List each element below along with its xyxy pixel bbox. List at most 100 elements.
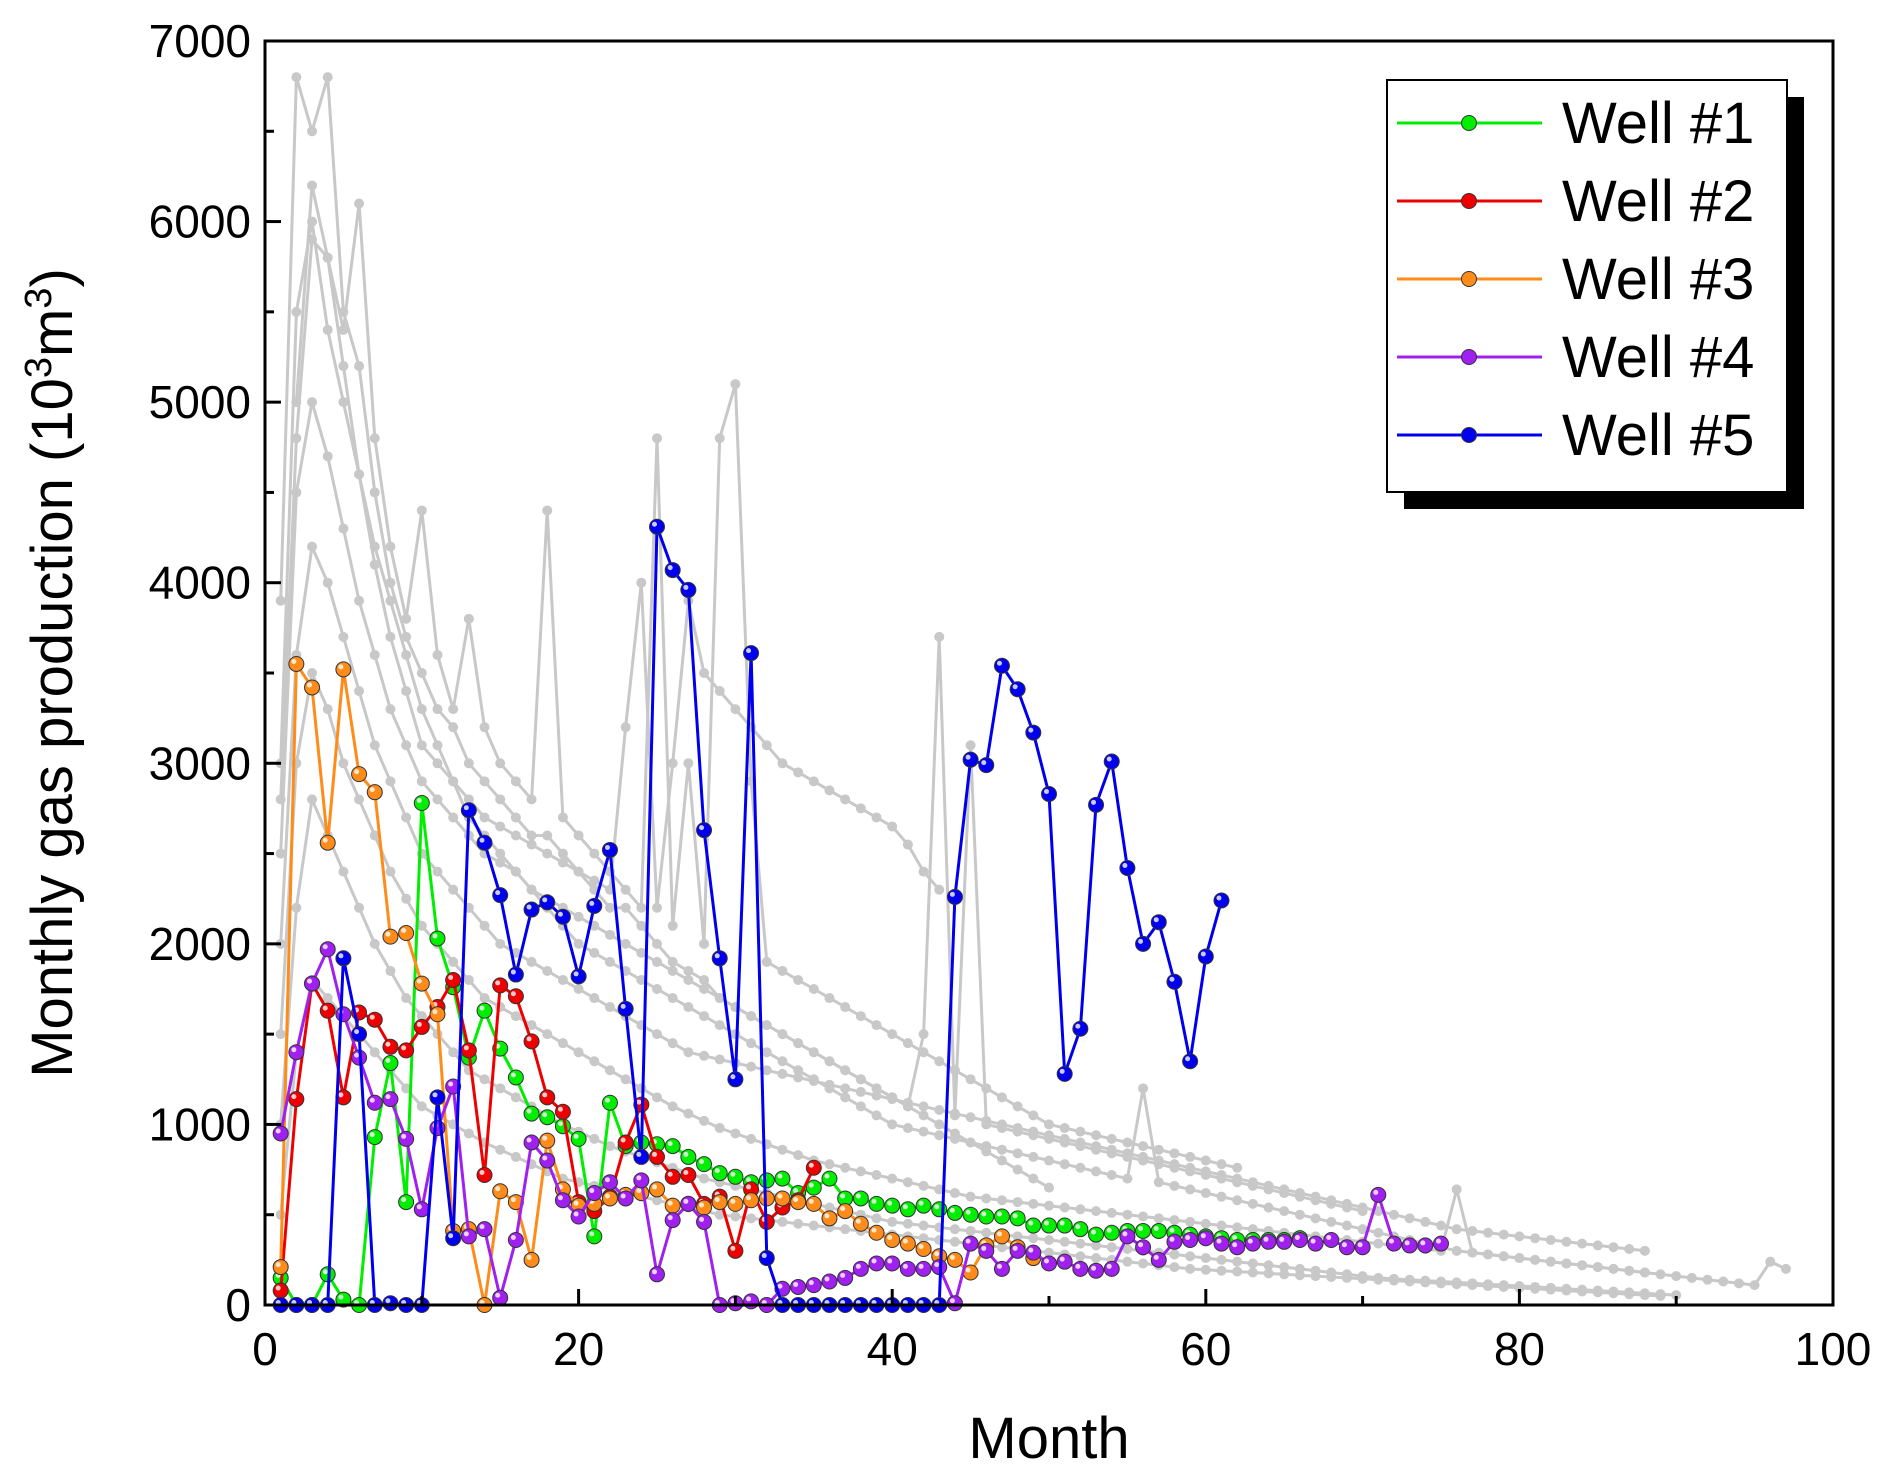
data-point-highlight: [479, 1005, 485, 1011]
background-well-point: [1326, 1272, 1337, 1283]
background-well-point: [1153, 1144, 1164, 1155]
background-well-point: [307, 794, 318, 805]
data-point-highlight: [714, 953, 720, 959]
background-well-point: [714, 1020, 725, 1031]
background-well-point: [510, 866, 521, 877]
background-well-point: [1138, 1151, 1149, 1162]
data-point-well-5: [1041, 785, 1057, 802]
data-point-well-1: [1025, 1217, 1042, 1234]
background-well-point: [949, 1108, 960, 1119]
background-well-point: [996, 1242, 1007, 1253]
x-tick-label: 60: [1180, 1323, 1231, 1375]
data-point-highlight: [322, 1005, 328, 1011]
data-point-well-4: [1307, 1235, 1324, 1252]
data-point-highlight: [620, 1003, 626, 1009]
background-well-point: [620, 884, 631, 895]
data-point-highlight: [1185, 1056, 1191, 1062]
data-point-highlight: [1106, 756, 1112, 762]
data-point-well-5: [335, 950, 352, 967]
data-point-highlight: [808, 1182, 814, 1188]
data-point-well-3: [837, 1203, 854, 1220]
background-well-point: [730, 704, 741, 715]
y-axis-title: Monthly gas production (103m3): [18, 268, 85, 1078]
data-point-highlight: [714, 1168, 720, 1174]
data-point-well-5: [554, 908, 571, 925]
background-well-point: [1718, 1276, 1729, 1287]
data-point-well-5: [429, 1089, 446, 1106]
data-point-highlight: [996, 660, 1002, 666]
background-well-point: [1765, 1256, 1776, 1267]
background-well-point: [589, 875, 600, 886]
data-point-highlight: [573, 1133, 579, 1139]
background-well-point: [354, 902, 365, 913]
data-point-highlight: [463, 1045, 469, 1051]
background-well-point: [1012, 1101, 1023, 1112]
background-well-point: [463, 613, 474, 624]
data-point-highlight: [746, 1296, 752, 1302]
data-point-highlight: [542, 1135, 548, 1141]
data-point-well-4: [413, 1201, 430, 1218]
data-point-highlight: [667, 1215, 673, 1221]
background-well-point: [761, 956, 772, 967]
data-point-well-1: [523, 1105, 540, 1122]
background-well-point: [338, 324, 349, 335]
data-point-highlight: [557, 1106, 563, 1112]
background-well-point: [416, 740, 427, 751]
data-point-well-4: [1370, 1186, 1387, 1203]
background-well-point: [1106, 1133, 1117, 1144]
data-point-well-1: [758, 1172, 775, 1189]
data-point-highlight: [965, 1267, 971, 1273]
background-well-point: [401, 613, 412, 624]
background-well-point: [902, 1123, 913, 1134]
data-point-highlight: [1357, 1242, 1363, 1248]
data-point-well-4: [460, 1228, 477, 1245]
background-well-point: [1169, 1159, 1180, 1170]
data-point-well-2: [492, 977, 509, 994]
data-point-highlight: [620, 1137, 626, 1143]
background-well-point: [385, 965, 396, 976]
background-well-point: [369, 559, 380, 570]
background-well-line-9: [279, 221, 1645, 1274]
background-well-point: [1357, 1202, 1368, 1213]
data-point-highlight: [416, 798, 422, 804]
background-well-point: [777, 965, 788, 976]
data-point-well-2: [523, 1033, 540, 1050]
data-point-well-1: [429, 930, 446, 947]
data-point-well-1: [884, 1197, 901, 1214]
background-well-point: [1279, 1206, 1290, 1217]
background-well-point: [604, 1141, 615, 1152]
legend-label: Well #1: [1562, 91, 1754, 156]
background-well-point: [1122, 1256, 1133, 1267]
data-point-highlight: [699, 1159, 705, 1165]
background-well-point: [1341, 1198, 1352, 1209]
data-point-highlight: [714, 1197, 720, 1203]
data-point-well-4: [1260, 1233, 1277, 1250]
data-point-well-3: [727, 1195, 744, 1212]
background-well-point: [291, 487, 302, 498]
background-well-point: [542, 830, 553, 841]
data-point-highlight: [526, 904, 532, 910]
data-point-well-1: [1150, 1222, 1167, 1239]
background-well-point: [1028, 1151, 1039, 1162]
data-point-highlight: [526, 1036, 532, 1042]
background-well-point: [573, 911, 584, 922]
data-point-highlight: [855, 1263, 861, 1269]
data-point-highlight: [1028, 1220, 1034, 1226]
background-well-point: [714, 993, 725, 1004]
data-point-highlight: [573, 1200, 579, 1206]
data-point-highlight: [746, 648, 752, 654]
data-point-highlight: [1232, 1234, 1238, 1240]
data-point-highlight: [683, 1198, 689, 1204]
background-well-point: [1169, 1180, 1180, 1191]
background-well-point: [1091, 1141, 1102, 1152]
background-well-point: [699, 1011, 710, 1022]
background-well-point: [1138, 1083, 1149, 1094]
background-well-point: [307, 668, 318, 678]
background-well-point: [714, 686, 725, 697]
background-well-point: [1388, 1209, 1399, 1220]
data-point-highlight: [996, 1231, 1002, 1237]
background-well-point: [573, 984, 584, 994]
data-point-highlight: [1216, 895, 1222, 901]
background-well-point: [385, 776, 396, 787]
background-well-point: [510, 1092, 521, 1103]
